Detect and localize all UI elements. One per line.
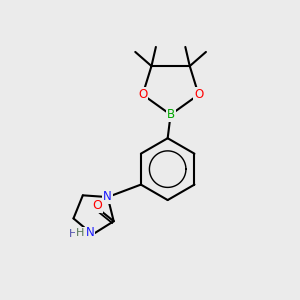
- Text: H–N: H–N: [69, 230, 91, 239]
- Text: N: N: [86, 226, 94, 239]
- Text: H: H: [76, 228, 84, 238]
- Text: O: O: [194, 88, 203, 101]
- Text: O: O: [138, 88, 147, 101]
- Text: N: N: [103, 190, 112, 203]
- Text: O: O: [92, 199, 102, 212]
- Text: B: B: [167, 108, 175, 121]
